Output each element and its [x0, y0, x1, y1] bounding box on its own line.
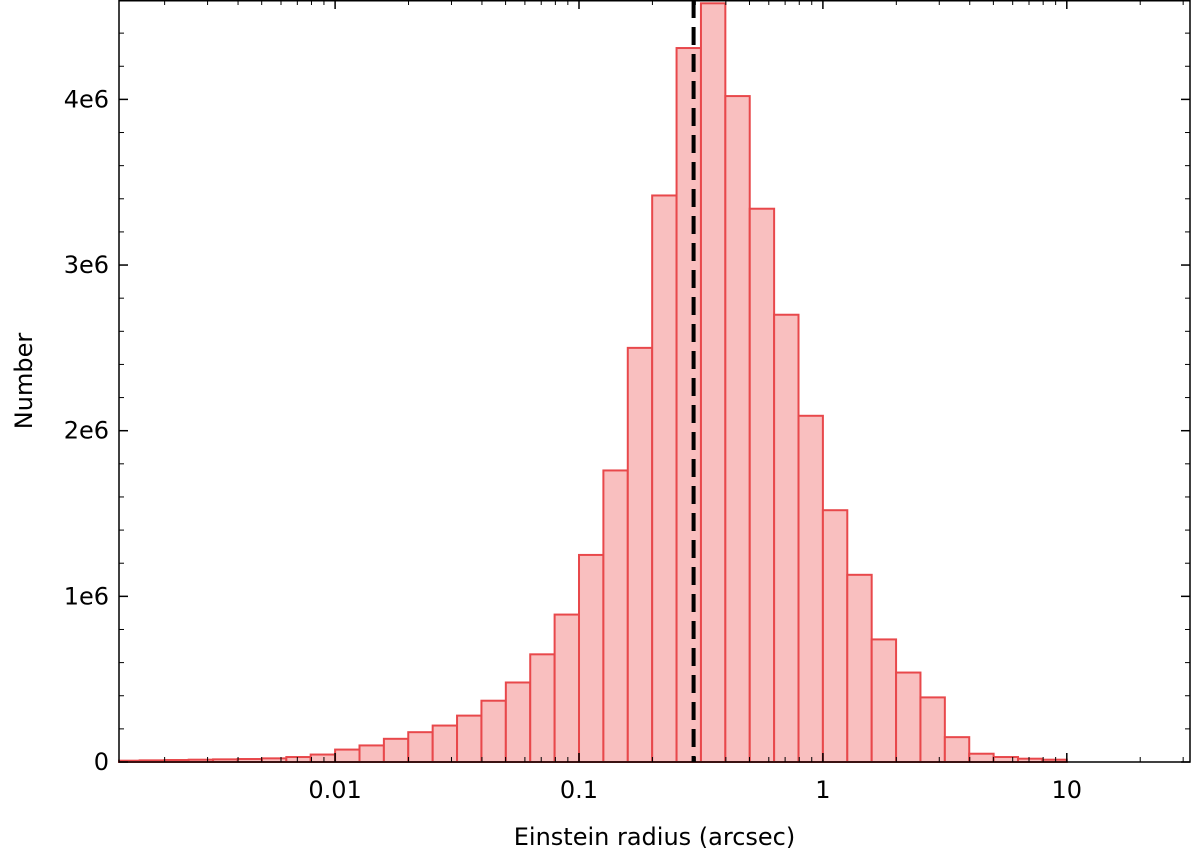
histogram-bar	[602, 469, 629, 763]
histogram-bar	[773, 313, 800, 763]
histogram-bar	[870, 638, 898, 764]
histogram-bar	[797, 414, 824, 763]
histogram-bar	[846, 573, 873, 763]
histogram-bar	[919, 696, 946, 763]
histogram-bar	[431, 724, 459, 763]
x-tick-label: 10	[1052, 776, 1083, 804]
histogram-bar	[553, 613, 581, 764]
histogram-bar	[504, 681, 532, 763]
x-tick-label: 1	[815, 776, 830, 804]
y-tick-label: 4e6	[64, 85, 109, 113]
histogram-bar	[748, 207, 776, 763]
y-tick-label: 1e6	[64, 582, 109, 610]
histogram-bar	[529, 653, 556, 764]
y-tick-label: 3e6	[64, 251, 109, 279]
histogram-bar	[821, 509, 849, 764]
histogram-bar	[334, 748, 361, 764]
plot-frame	[118, 0, 1191, 763]
histogram-bar	[456, 714, 483, 763]
y-axis-ticks: 0 1e6 2e6 3e6 4e6	[64, 0, 1190, 776]
histogram-bar	[626, 346, 654, 763]
histogram-bar	[358, 744, 385, 763]
x-tick-label: 0.01	[308, 776, 361, 804]
histogram-bar	[480, 699, 507, 763]
histogram-bar	[382, 737, 410, 764]
histogram-bar	[968, 752, 995, 764]
histogram-bar	[724, 95, 751, 764]
y-tick-label: 2e6	[64, 417, 109, 445]
histogram-bars	[118, 2, 1068, 764]
histogram-bar	[699, 2, 727, 763]
histogram-bar	[309, 753, 337, 764]
histogram-bar	[578, 553, 605, 763]
y-axis-label: Number	[10, 333, 38, 430]
histogram-bar	[895, 671, 922, 764]
histogram-bar	[943, 736, 971, 763]
histogram-bar	[407, 731, 434, 764]
histogram-bar	[651, 194, 678, 764]
x-axis-ticks: 0.01 0.1 1 10	[164, 0, 1184, 804]
y-tick-label: 0	[94, 748, 109, 776]
x-tick-label: 0.1	[560, 776, 598, 804]
x-axis-label: Einstein radius (arcsec)	[514, 823, 795, 851]
histogram-bar	[675, 47, 702, 764]
